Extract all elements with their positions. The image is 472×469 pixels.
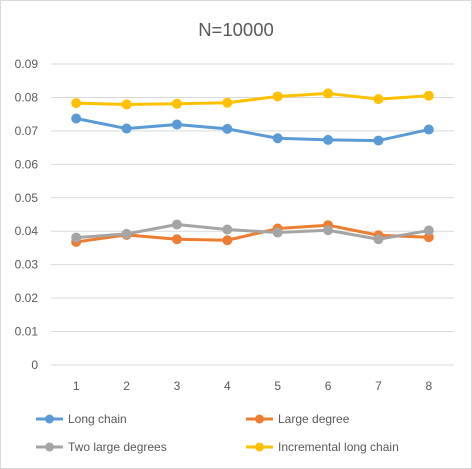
legend-marker [255, 442, 264, 452]
data-point [373, 234, 384, 245]
data-point [272, 133, 283, 144]
y-tick-label: 0.01 [15, 325, 39, 339]
chart-title: N=10000 [198, 19, 274, 40]
legend-label: Incremental long chain [278, 440, 399, 454]
x-tick-label: 4 [224, 379, 231, 393]
x-tick-label: 6 [325, 379, 332, 393]
data-point [222, 123, 233, 134]
x-tick-label: 2 [123, 379, 130, 393]
x-tick-label: 8 [425, 379, 432, 393]
data-point [323, 88, 334, 99]
y-tick-label: 0.09 [15, 57, 39, 71]
y-tick-label: 0 [31, 358, 38, 372]
legend-item: Incremental long chain [246, 440, 399, 454]
y-tick-label: 0.02 [15, 291, 39, 305]
x-tick-label: 1 [73, 379, 80, 393]
series-layer [71, 88, 434, 247]
y-tick-label: 0.08 [15, 90, 39, 104]
data-point [222, 235, 233, 246]
legend-label: Long chain [68, 412, 127, 426]
gridlines [51, 63, 454, 366]
data-point [121, 123, 132, 134]
y-tick-label: 0.05 [15, 191, 39, 205]
data-point [171, 98, 182, 109]
data-point [121, 99, 132, 110]
data-point [423, 90, 434, 101]
y-tick-label: 0.07 [15, 124, 39, 138]
x-tick-label: 5 [274, 379, 281, 393]
data-point [272, 91, 283, 102]
data-point [222, 224, 233, 235]
legend-label: Large degree [278, 412, 350, 426]
data-point [423, 124, 434, 135]
data-point [71, 98, 82, 109]
data-point [171, 219, 182, 230]
legend: Long chain Large degree Two large degrees I… [36, 412, 399, 454]
series-line [74, 223, 431, 244]
data-point [121, 228, 132, 239]
data-point [373, 135, 384, 146]
legend-label: Two large degrees [68, 440, 167, 454]
data-point [272, 227, 283, 238]
x-axis-ticks: 1 2 3 4 5 6 7 8 [73, 379, 433, 393]
series-line [74, 223, 431, 241]
y-axis-ticks: 0 0.01 0.02 0.03 0.04 0.05 0.06 0.07 0.08 0.09 [15, 57, 39, 372]
data-point [71, 232, 82, 243]
y-tick-label: 0.04 [15, 224, 39, 238]
series-line [74, 117, 431, 143]
data-point [71, 113, 82, 124]
y-tick-label: 0.03 [15, 258, 39, 272]
legend-item: Long chain [36, 412, 127, 426]
series-incremental-long-chain [71, 88, 434, 110]
data-point [323, 134, 334, 145]
legend-item: Two large degrees [36, 440, 167, 454]
data-point [171, 234, 182, 245]
legend-item: Large degree [246, 412, 350, 426]
series-long-chain [71, 113, 434, 146]
data-point [323, 225, 334, 236]
legend-marker [45, 442, 54, 452]
x-tick-label: 7 [375, 379, 382, 393]
series-two-large-degrees [71, 219, 434, 245]
data-point [171, 119, 182, 130]
series-line [74, 91, 431, 106]
legend-marker [255, 414, 264, 424]
legend-marker [45, 414, 54, 424]
data-point [222, 97, 233, 108]
data-point [373, 94, 384, 105]
data-point [423, 225, 434, 236]
y-tick-label: 0.06 [15, 157, 39, 171]
x-tick-label: 3 [174, 379, 181, 393]
